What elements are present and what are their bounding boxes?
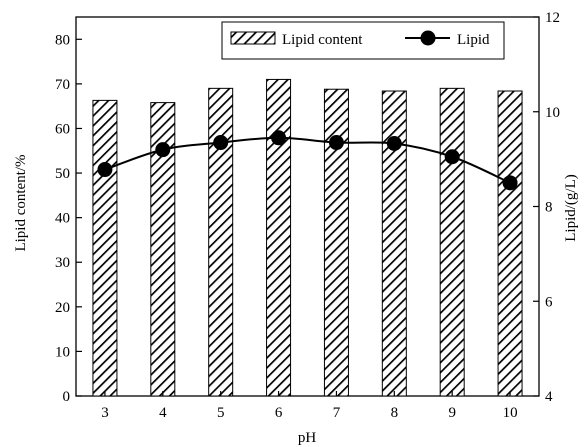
bar-6 [266,78,292,397]
lipid-point-9 [444,149,460,165]
left-y-axis: 0 10 20 30 40 50 60 70 80 [55,32,82,405]
left-tick-label: 20 [55,300,70,316]
x-axis: 3 4 5 6 7 8 9 10 [101,391,518,421]
bar-3 [92,99,118,397]
lipid-point-4 [155,142,171,158]
bar-series-lipid-content [92,78,523,397]
x-tick-label: 10 [503,405,518,421]
lipid-point-5 [213,135,229,151]
left-tick-label: 30 [55,255,70,271]
x-tick-label: 6 [275,405,283,421]
left-tick-label: 10 [55,344,70,360]
right-tick-label: 4 [545,389,553,405]
x-tick-label: 3 [101,405,109,421]
lipid-point-10 [502,175,518,191]
right-tick-label: 8 [545,200,553,216]
x-tick-label: 4 [159,405,167,421]
line-series-lipid [97,130,518,191]
right-y-axis: 4 6 8 10 12 [533,10,560,405]
right-tick-label: 10 [545,105,560,121]
lipid-point-6 [271,130,287,146]
bar-9 [439,87,465,397]
left-tick-label: 60 [55,121,70,137]
x-axis-label: pH [298,430,317,446]
legend-label-lipid-content: Lipid content [282,32,363,48]
left-y-axis-label: Lipid content/% [13,154,29,251]
x-tick-label: 5 [217,405,225,421]
left-tick-label: 40 [55,211,70,227]
right-y-axis-label: Lipid/(g/L) [563,174,579,242]
legend-swatch-lipid-content [230,31,276,45]
legend: Lipid content Lipid [221,21,505,60]
left-tick-label: 80 [55,32,70,48]
bar-5 [208,87,234,397]
right-tick-label: 12 [545,10,560,26]
lipid-point-7 [328,135,344,151]
legend-label-lipid: Lipid [457,32,490,48]
plot-area-frame [75,16,540,397]
x-tick-label: 8 [391,405,399,421]
left-tick-label: 70 [55,77,70,93]
right-tick-label: 6 [545,294,553,310]
left-tick-label: 0 [63,389,71,405]
bar-10 [497,90,523,397]
lipid-point-3 [97,162,113,178]
left-tick-label: 50 [55,166,70,182]
x-tick-label: 9 [448,405,456,421]
lipid-point-8 [386,135,402,151]
legend-marker-lipid [420,30,436,46]
x-tick-label: 7 [333,405,341,421]
